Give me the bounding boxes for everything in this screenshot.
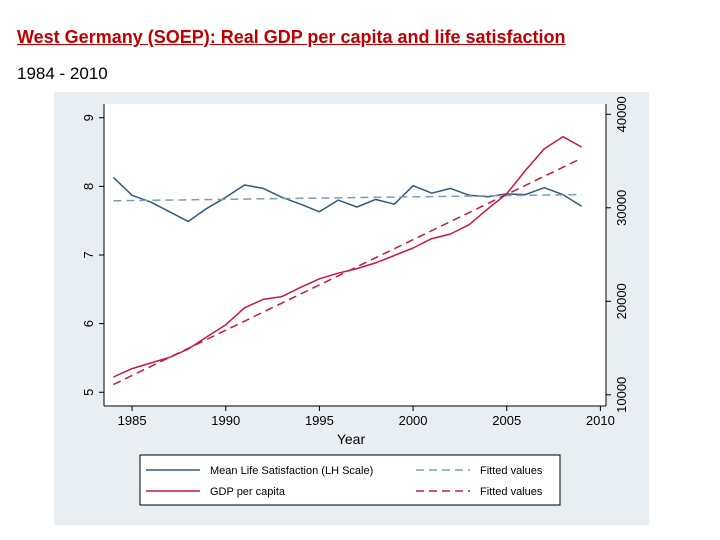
right-y-tick-label: 20000 [614, 283, 629, 319]
slide-subtitle: 1984 - 2010 [17, 64, 108, 83]
right-y-tick-label: 40000 [614, 96, 629, 132]
legend-box [139, 454, 561, 506]
legend-label: Fitted values [480, 465, 543, 477]
series-line-fitted-values-right [113, 157, 582, 386]
legend-label: Fitted values [480, 486, 543, 498]
x-tick-label: 2010 [586, 413, 615, 428]
legend-label: Mean Life Satisfaction (LH Scale) [210, 465, 373, 477]
left-y-tick-label: 8 [81, 183, 96, 190]
right-y-tick-label: 10000 [614, 377, 629, 413]
slide-title: West Germany (SOEP): Real GDP per capita… [17, 27, 566, 47]
x-axis-label: Year [337, 431, 366, 447]
left-y-tick-label: 7 [81, 251, 96, 258]
left-y-tick-label: 6 [81, 320, 96, 327]
x-tick-label: 1985 [118, 413, 147, 428]
x-tick-label: 2000 [399, 413, 428, 428]
left-y-tick-label: 5 [81, 389, 96, 396]
x-tick-label: 1995 [305, 413, 334, 428]
legend-label: GDP per capita [210, 486, 286, 498]
right-y-tick-label: 30000 [614, 190, 629, 226]
x-tick-label: 2005 [492, 413, 521, 428]
plot-area [104, 104, 606, 406]
chart: 1985 1990 1995 2000 2005 2010 5 6 7 8 9 10000 20000 3… [54, 92, 649, 525]
x-tick-label: 1990 [211, 413, 240, 428]
series-line-mean-life-satisfaction-lh-scale-left [112, 176, 582, 223]
left-y-tick-label: 9 [81, 114, 96, 121]
